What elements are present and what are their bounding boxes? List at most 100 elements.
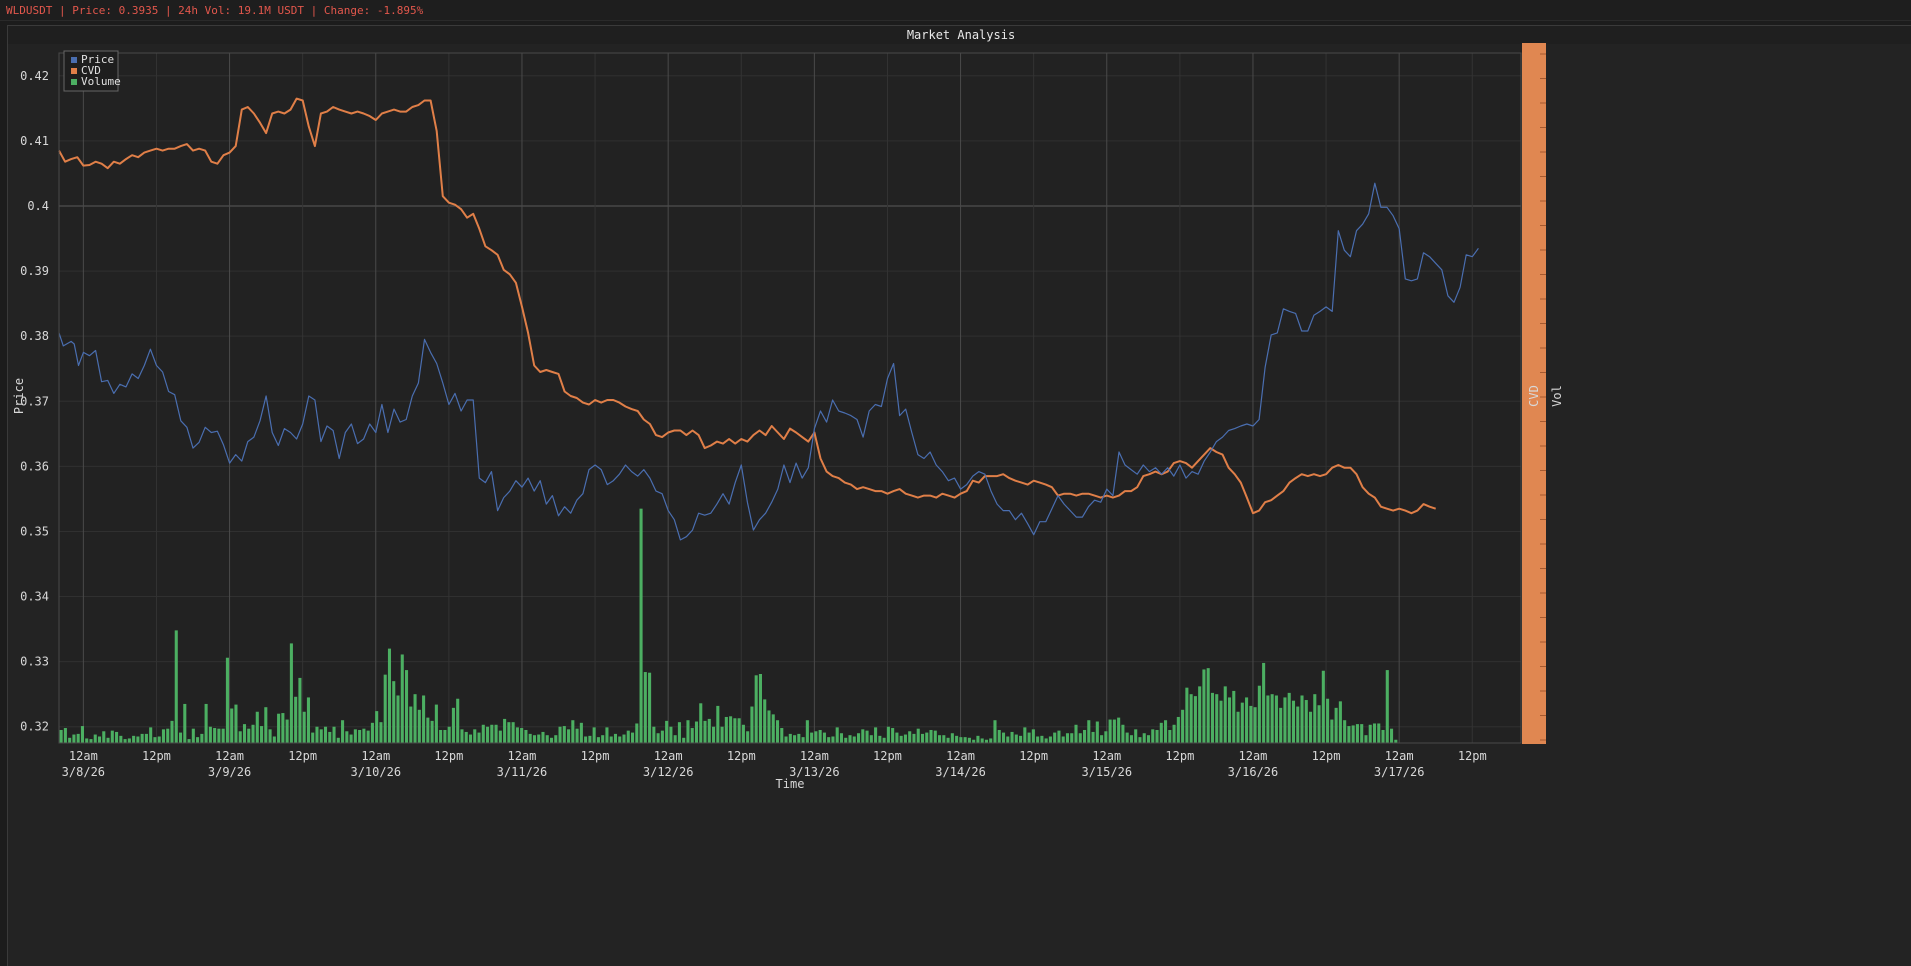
- volume-bar: [1134, 729, 1138, 743]
- volume-bar: [439, 729, 443, 743]
- x-date-label: 3/15/26: [1081, 765, 1132, 779]
- volume-bar: [1304, 700, 1308, 743]
- x-tick-label: 12am: [508, 749, 537, 763]
- volume-bar: [1031, 729, 1035, 743]
- chart-legend: Price CVD Volume: [63, 50, 121, 92]
- y-axis-ticks: 0.32 0.33 0.34 0.35 0.36 0.37 0.38 0.39 0.4 0.41 0…: [20, 69, 49, 734]
- volume-bar: [1227, 697, 1232, 743]
- volume-bar: [1326, 698, 1330, 743]
- volume-bar: [989, 738, 993, 743]
- volume-bar: [1360, 724, 1364, 743]
- volume-bar: [878, 735, 882, 743]
- x-tick-label: 12pm: [1312, 749, 1341, 763]
- volume-bar: [242, 724, 247, 743]
- plot-area: [59, 53, 1521, 743]
- volume-bar: [1010, 731, 1014, 743]
- legend-label-cvd: CVD: [81, 64, 101, 77]
- volume-bar: [874, 727, 878, 743]
- volume-bar: [417, 709, 421, 743]
- volume-bar: [1159, 722, 1163, 743]
- volume-bar: [349, 734, 353, 743]
- volume-bar: [601, 735, 605, 743]
- y-tick-label: 0.38: [20, 329, 49, 343]
- volume-bar: [669, 726, 673, 743]
- volume-bar: [1074, 724, 1078, 743]
- volume-bar: [110, 730, 114, 743]
- x-tick-label: 12pm: [1458, 749, 1487, 763]
- volume-bar: [605, 727, 609, 743]
- volume-bar: [1095, 721, 1099, 743]
- title-bar: [8, 26, 1911, 44]
- volume-bar: [865, 730, 869, 743]
- volume-bar: [264, 707, 268, 743]
- volume-bar: [319, 729, 323, 743]
- volume-bar: [183, 703, 187, 743]
- y-tick-label: 0.36: [20, 459, 49, 473]
- cvd-line: [58, 97, 1437, 515]
- volume-bar: [1193, 696, 1197, 743]
- volume-bar: [191, 728, 195, 743]
- y-axis-label: Price: [12, 378, 26, 414]
- volume-bar: [447, 726, 451, 743]
- x-tick-label: 12am: [1092, 749, 1121, 763]
- volume-bar: [1381, 729, 1385, 743]
- volume-bar: [1019, 735, 1023, 743]
- volume-bar: [341, 720, 345, 743]
- volume-bar: [511, 722, 515, 743]
- volume-bar: [1364, 735, 1368, 743]
- volume-bar: [106, 737, 110, 743]
- volume-bar: [660, 730, 664, 743]
- x-tick-label: 12pm: [142, 749, 171, 763]
- volume-bar: [477, 732, 481, 743]
- volume-bar: [204, 703, 208, 743]
- volume-bar: [1394, 739, 1398, 743]
- volume-bar: [302, 711, 306, 743]
- y-tick-label: 0.35: [20, 524, 49, 538]
- volume-bar: [1057, 730, 1061, 743]
- volume-bar: [268, 729, 272, 743]
- chart-svg: Market Analysis 0.32 0.33 0.34 0.35 0.36 0.37…: [8, 26, 1911, 791]
- volume-bar: [925, 732, 929, 743]
- market-analysis-chart: Market Analysis 0.32 0.33 0.34 0.35 0.36 0.37…: [7, 25, 1911, 966]
- volume-bar: [1351, 725, 1355, 743]
- volume-bar: [178, 732, 183, 743]
- volume-bar: [294, 696, 298, 743]
- volume-bar: [255, 711, 259, 743]
- volume-bar: [775, 720, 780, 743]
- volume-bar: [1151, 729, 1155, 743]
- volume-bar: [652, 726, 656, 743]
- volume-bar: [1283, 697, 1287, 743]
- volume-bar: [1223, 686, 1227, 743]
- volume-bar: [1232, 690, 1236, 743]
- volume-bar: [558, 726, 562, 743]
- volume-bar: [221, 728, 225, 743]
- volume-bar: [149, 727, 153, 743]
- volume-bar: [997, 729, 1001, 743]
- volume-bar: [1155, 729, 1159, 743]
- volume-bar: [818, 729, 822, 743]
- volume-bar: [166, 728, 170, 743]
- volume-bar: [831, 736, 835, 743]
- volume-bar: [980, 738, 984, 743]
- x-date-label: 3/13/26: [789, 765, 840, 779]
- volume-bar: [187, 739, 191, 743]
- volume-bar: [1270, 694, 1274, 743]
- volume-bar: [272, 736, 276, 743]
- volume-bar: [140, 733, 144, 743]
- volume-bar: [225, 657, 229, 743]
- volume-bar: [1138, 737, 1142, 743]
- volume-bar: [882, 737, 886, 743]
- volume-bar: [609, 736, 613, 743]
- volume-bar: [1040, 735, 1044, 743]
- x-axis-ticks: 12am 3/8/26 12pm 12am 3/9/26 12pm 12am 3/10/26 1…: [62, 749, 1487, 779]
- volume-bar: [1266, 695, 1270, 743]
- volume-bar: [993, 720, 997, 743]
- volume-bar: [93, 734, 97, 743]
- volume-bar: [247, 728, 251, 743]
- x-tick-label: 12am: [800, 749, 829, 763]
- volume-bar: [200, 733, 204, 743]
- volume-bar: [575, 728, 579, 743]
- volume-bar: [1377, 723, 1381, 743]
- volume-bar: [409, 706, 413, 743]
- volume-bar: [323, 726, 328, 743]
